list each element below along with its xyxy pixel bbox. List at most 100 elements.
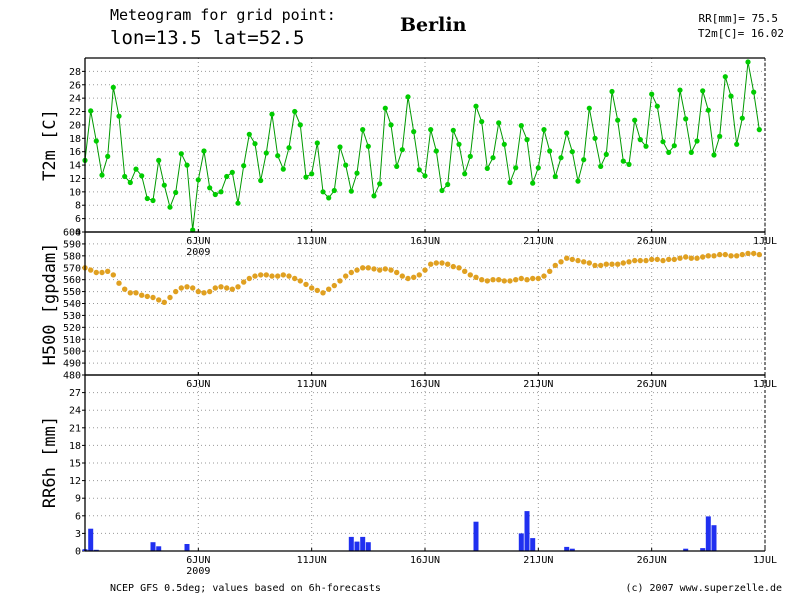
rr6h-bar (150, 542, 156, 551)
t2m-point (445, 181, 451, 188)
h500-point (734, 253, 740, 259)
x-tick-label: 16JUN (410, 555, 440, 566)
h500-point (127, 290, 133, 296)
temp-mean-label: T2m[C]= 16.02 (697, 27, 784, 40)
t2m-point (258, 177, 264, 184)
h500-point (649, 256, 655, 263)
y-tick-label: 500 (63, 347, 81, 358)
y-tick-label: 26 (69, 80, 81, 91)
t2m-point (717, 133, 723, 139)
t2m-point (513, 165, 519, 171)
t2m-point (428, 127, 434, 133)
t2m-point (643, 143, 649, 149)
h500-point (513, 277, 519, 283)
t2m-point (280, 166, 286, 172)
t2m-point (173, 189, 179, 196)
h500-point (93, 269, 100, 276)
y-tick-label: 28 (69, 67, 81, 78)
rr6h-bar (473, 521, 479, 551)
rr6h-bar (184, 544, 190, 551)
x-tick-label: 16JUN (410, 379, 440, 390)
h500-point (592, 262, 598, 269)
h500-point (688, 255, 694, 261)
t2m-point (711, 152, 717, 158)
h500-point (422, 267, 428, 273)
y-tick-label: 24 (69, 94, 81, 105)
h500-point (751, 250, 757, 257)
x-tick-label: 6JUN (186, 555, 210, 566)
h500-point (297, 278, 303, 284)
t2m-point (297, 122, 303, 128)
y-tick-label: 550 (63, 287, 81, 298)
h500-point (586, 260, 592, 266)
t2m-point (246, 131, 252, 137)
t2m-point (598, 163, 604, 169)
t2m-point (286, 145, 292, 151)
t2m-point (450, 127, 456, 133)
h500-point (728, 253, 734, 259)
y-tick-label: 18 (69, 134, 81, 145)
t2m-point (592, 135, 598, 141)
t2m-point (331, 187, 337, 194)
t2m-point (501, 141, 507, 147)
t2m-point (484, 165, 490, 171)
h500-point (411, 274, 417, 280)
y-tick-label: 12 (69, 174, 81, 185)
t2m-point (530, 180, 536, 186)
h500-point (133, 290, 139, 296)
y-tick-label: 9 (75, 494, 81, 505)
h500-point (416, 272, 422, 278)
h500-point (343, 273, 349, 279)
y-tick-label: 18 (69, 441, 81, 452)
h500-point (167, 294, 173, 301)
h500-point (643, 257, 649, 264)
t2m-point (212, 191, 218, 198)
t2m-point (473, 103, 479, 109)
h500-point (150, 294, 156, 301)
y-axis-label: RR6h [mm] (40, 416, 60, 508)
x-tick-label: 26JUN (637, 236, 667, 247)
h500-point (484, 278, 490, 284)
chart-title-line1: Meteogram for grid point: (110, 6, 336, 24)
h500-point (377, 267, 383, 273)
t2m-point (360, 127, 366, 133)
t2m-point (490, 155, 496, 161)
t2m-point (235, 200, 241, 206)
h500-point (473, 274, 479, 280)
t2m-point (433, 148, 439, 154)
h500-point (439, 260, 445, 266)
h500-point (258, 272, 264, 278)
h500-point (241, 279, 247, 285)
t2m-point (479, 119, 485, 125)
h500-point (190, 285, 196, 291)
h500-point (405, 275, 411, 282)
x-tick-label: 6JUN (186, 379, 210, 390)
rr6h-bar (564, 546, 570, 551)
h500-point (246, 275, 252, 282)
h500-point (280, 272, 286, 278)
x-tick-label: 1JUL (753, 555, 777, 566)
h500-point (603, 261, 609, 267)
t2m-point (411, 129, 417, 135)
h500-point (360, 265, 366, 271)
t2m-point (632, 117, 638, 123)
t2m-point (575, 178, 581, 184)
y-tick-label: 590 (63, 239, 81, 250)
x-tick-label: 1JUL (753, 236, 777, 247)
h500-point (144, 293, 150, 300)
h500-point (745, 250, 751, 257)
h500-point (609, 261, 615, 267)
y-axis-label: T2m [C] (40, 109, 60, 181)
h500-point (314, 287, 320, 294)
t2m-point (178, 151, 184, 157)
h500-point (161, 299, 167, 305)
x-tick-label: 21JUN (523, 555, 553, 566)
t2m-point (252, 141, 258, 147)
rr6h-bar (700, 548, 706, 551)
t2m-point (354, 170, 360, 176)
y-tick-label: 6 (75, 511, 81, 522)
t2m-point (649, 91, 655, 97)
h500-point (303, 281, 309, 288)
h500-point (507, 278, 513, 284)
t2m-point (105, 153, 111, 159)
